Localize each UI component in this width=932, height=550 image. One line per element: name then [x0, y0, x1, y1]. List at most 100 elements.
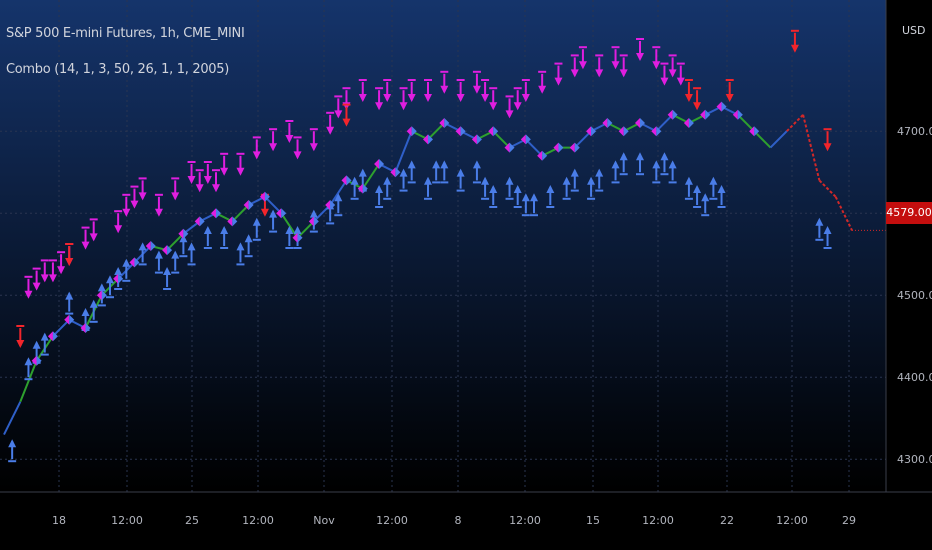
sell-signal-arrow	[40, 259, 49, 283]
signal-triangle-right	[85, 323, 91, 333]
arrow-head	[668, 69, 677, 78]
arrow-head	[383, 176, 392, 185]
price-line-segment	[3, 401, 22, 436]
arrow-head	[89, 233, 98, 242]
price-line-segment	[296, 220, 315, 239]
signal-triangle-right	[313, 216, 319, 227]
signal-triangle-left	[259, 191, 265, 202]
signal-triangle-right	[167, 245, 173, 256]
buy-signal-arrow	[562, 176, 571, 200]
arrow-head	[652, 61, 661, 70]
signal-triangle-left	[194, 216, 200, 227]
time-axis[interactable]: 18 12:00 25 12:00 Nov 12:00 8 12:00 15 12:00 22 12:…	[52, 514, 856, 527]
sell-signal-arrow	[660, 62, 669, 86]
signal-triangle-left	[667, 109, 673, 120]
price-line-segment	[818, 179, 837, 198]
currency-label[interactable]: USD	[902, 24, 926, 37]
signal-triangle-left	[390, 167, 396, 178]
buy-signal-arrow	[652, 160, 661, 184]
arrow-head	[97, 283, 106, 292]
price-line-segment	[753, 130, 772, 149]
signal-triangle-left	[211, 208, 216, 219]
arrow-head	[676, 77, 685, 86]
arrow-head	[725, 94, 734, 102]
signal-triangle-right	[395, 167, 401, 178]
arrow-head	[472, 160, 481, 169]
time-tick-label: 29	[842, 514, 856, 527]
sell-signal-arrow	[383, 79, 392, 102]
signal-triangle-right	[509, 142, 515, 153]
price-line-segment	[786, 114, 804, 132]
arrow-head	[684, 176, 693, 185]
sell-signal-arrow	[578, 46, 587, 70]
arrow-head	[65, 258, 74, 266]
signal-triangle-right	[591, 126, 597, 137]
signal-triangle-right	[656, 126, 662, 137]
arrow-head	[212, 184, 220, 193]
time-tick-label: 12:00	[509, 514, 541, 527]
arrow-head	[481, 94, 490, 102]
signal-triangle-right	[558, 142, 564, 153]
signal-triangle-right	[574, 142, 580, 153]
arrow-head	[334, 193, 343, 202]
signal-triangle-right	[737, 109, 743, 120]
sell-signal-arrow	[220, 152, 229, 176]
buy-signal-arrow	[8, 439, 17, 463]
signal-triangle-right	[52, 331, 58, 342]
price-line-segment	[834, 196, 853, 231]
arrow-head	[578, 61, 587, 70]
arrow-head	[456, 168, 465, 177]
price-line-segment	[52, 319, 70, 337]
signal-triangle-right	[476, 134, 482, 145]
sell-signal-arrow	[676, 62, 685, 86]
price-line-segment	[525, 138, 543, 157]
signal-markers	[8, 29, 832, 463]
chart-title[interactable]: S&P 500 E-mini Futures, 1h, CME_MINI	[6, 26, 245, 41]
time-tick-label: 12:00	[642, 514, 674, 527]
buy-signal-arrow	[89, 299, 98, 323]
signal-triangle-left	[537, 150, 543, 161]
indicator-legend[interactable]: Combo (14, 1, 3, 50, 26, 1, 1, 2005)	[6, 62, 230, 77]
buy-signal-arrow	[619, 152, 628, 176]
signal-triangle-right	[721, 101, 727, 112]
arrow-head	[252, 151, 261, 160]
price-axis-background[interactable]	[886, 0, 932, 492]
time-axis-background[interactable]	[0, 492, 932, 550]
price-line-segment	[329, 179, 348, 206]
buy-signal-arrow	[375, 185, 384, 208]
arrow-head	[717, 185, 726, 193]
arrow-head	[570, 69, 579, 78]
arrow-head	[114, 267, 123, 275]
sell-signal-arrow	[725, 79, 734, 102]
price-line-segment	[427, 122, 446, 141]
arrow-head	[513, 185, 522, 193]
sell-signal-arrow	[334, 95, 343, 119]
signal-triangle-left	[716, 101, 722, 112]
signal-triangle-left	[749, 126, 755, 137]
signal-triangle-left	[602, 118, 608, 128]
arrow-head	[611, 61, 620, 70]
arrow-head	[554, 77, 563, 86]
signal-triangle-left	[374, 159, 380, 169]
sell-signal-arrow	[790, 29, 799, 53]
signal-triangle-right	[216, 208, 221, 219]
signal-triangle-right	[330, 200, 336, 210]
price-line-segment	[166, 232, 185, 251]
arrow-head	[342, 118, 351, 127]
buy-signal-arrow	[138, 242, 147, 266]
time-tick-label: Nov	[313, 514, 335, 527]
buy-signal-arrow	[407, 160, 416, 184]
arrow-head	[570, 168, 579, 177]
arrow-head	[636, 53, 644, 61]
buy-signal-arrow	[668, 160, 677, 184]
buy-signal-arrow	[171, 250, 180, 274]
arrow-head	[252, 217, 261, 226]
time-tick-label: 12:00	[242, 514, 274, 527]
sell-signal-arrow	[684, 79, 693, 102]
buy-signal-arrow	[481, 176, 490, 200]
arrow-head	[538, 85, 547, 94]
arrow-head	[407, 94, 416, 102]
signal-triangle-left	[504, 142, 510, 153]
